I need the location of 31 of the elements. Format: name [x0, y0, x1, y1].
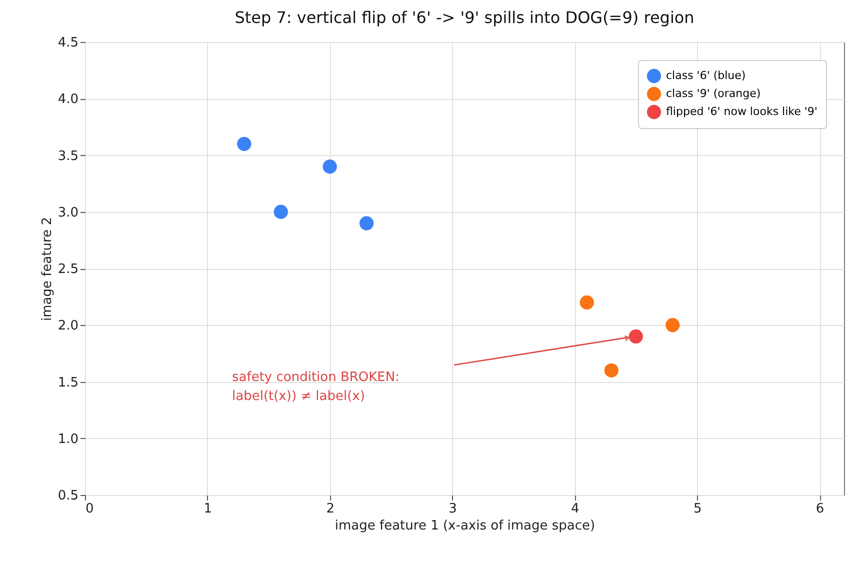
x-axis-title: image feature 1 (x-axis of image space)	[334, 518, 596, 534]
point	[237, 136, 252, 151]
point	[274, 204, 288, 219]
y-tick-label: 1.5	[58, 375, 78, 390]
legend-label: class '6' (blue)	[666, 69, 746, 82]
y-tick-label: 1.0	[58, 432, 78, 447]
point	[666, 318, 680, 332]
point	[359, 216, 374, 230]
point	[604, 363, 618, 378]
y-tick-label: 3.5	[58, 148, 78, 164]
legend-label: class '9' (orange)	[666, 87, 761, 100]
x-tick-label: 5	[693, 502, 702, 516]
x-tick-label: 0	[86, 502, 94, 516]
y-tick-label: 0.5	[58, 488, 78, 504]
chart-title: Step 7: vertical flip of '6' -> '9' spills into DOG(=9) region	[234, 8, 694, 27]
y-tick-label: 2.0	[58, 318, 78, 334]
annotation: safety condition BROKEN: label(t(x)) ≠ label(x)	[232, 370, 400, 404]
x-tick-label: 6	[816, 502, 824, 516]
y-tick-label: 3.0	[58, 205, 78, 220]
x-tick-label: 2	[326, 502, 334, 516]
y-tick-label: 2.5	[58, 262, 78, 277]
x-tick-label: 3	[448, 502, 457, 516]
y-tick-label: 4.0	[58, 92, 78, 108]
point	[322, 160, 337, 174]
y-tick-label: 4.5	[58, 36, 78, 50]
y-axis-title: image feature 2	[40, 217, 55, 321]
point	[580, 295, 594, 310]
point	[628, 329, 643, 344]
x-tick-label: 1	[204, 502, 212, 516]
legend-label: flipped '6' now looks like '9'	[666, 105, 818, 118]
x-tick-label: 4	[571, 502, 580, 516]
